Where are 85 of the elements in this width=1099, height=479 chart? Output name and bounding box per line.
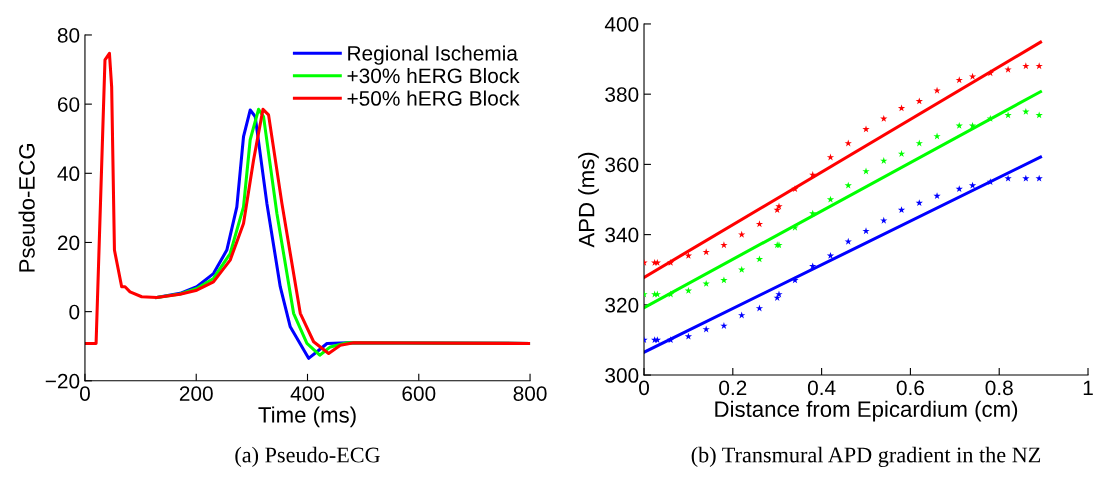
point bbox=[880, 157, 888, 164]
x-tick-label: 800 bbox=[513, 386, 547, 401]
point bbox=[1022, 62, 1030, 70]
point bbox=[684, 251, 693, 259]
point bbox=[1035, 62, 1043, 70]
y-tick-label: 60 bbox=[57, 97, 80, 112]
point bbox=[1035, 174, 1043, 182]
point bbox=[897, 206, 906, 214]
x-tick-label: 0.4 bbox=[807, 380, 836, 396]
point bbox=[809, 209, 817, 217]
point bbox=[702, 325, 710, 333]
y-axis-title: Pseudo-ECG bbox=[18, 144, 35, 272]
point bbox=[702, 248, 710, 256]
text: (a) Pseudo-ECG bbox=[235, 446, 380, 468]
y-tick-label: 400 bbox=[604, 16, 639, 32]
point bbox=[738, 230, 746, 238]
point bbox=[1004, 65, 1012, 73]
y-tick-label: 300 bbox=[605, 368, 639, 383]
point bbox=[755, 304, 764, 312]
point bbox=[775, 290, 783, 298]
x-tick-label: 1 bbox=[1083, 380, 1093, 396]
point bbox=[684, 332, 693, 340]
legend-label: +30% hERG Block bbox=[347, 67, 520, 84]
point bbox=[897, 150, 906, 157]
point bbox=[862, 167, 870, 175]
point bbox=[791, 223, 799, 231]
point bbox=[968, 72, 977, 80]
point bbox=[826, 251, 835, 259]
point bbox=[755, 220, 764, 228]
legend-label: Regional Ischemia bbox=[348, 45, 518, 65]
point bbox=[862, 227, 870, 235]
point bbox=[968, 121, 977, 129]
point bbox=[791, 276, 799, 284]
y-tick-label: 380 bbox=[605, 87, 639, 102]
y-tick-label: 0 bbox=[69, 304, 80, 320]
point bbox=[933, 132, 941, 140]
point bbox=[1004, 111, 1012, 119]
point bbox=[862, 125, 870, 133]
point bbox=[915, 139, 923, 147]
y-tick-label: 360 bbox=[605, 157, 639, 173]
point bbox=[791, 185, 799, 193]
x-tick-label: 400 bbox=[290, 386, 325, 401]
point bbox=[720, 322, 728, 329]
y-axis-title: APD (ms) bbox=[578, 152, 599, 248]
point bbox=[755, 255, 764, 263]
x-tick-label: 0.2 bbox=[719, 380, 747, 396]
point bbox=[986, 114, 994, 122]
text: (b) Transmural APD gradient in the NZ bbox=[691, 446, 1041, 468]
legend-label: +50% hERG Block bbox=[347, 90, 520, 106]
x-axis-title: Time (ms) bbox=[258, 406, 356, 428]
x-tick-label: 0 bbox=[639, 380, 649, 396]
point bbox=[1004, 174, 1012, 182]
point bbox=[968, 181, 977, 189]
point bbox=[933, 86, 941, 94]
point bbox=[826, 153, 835, 161]
point bbox=[933, 192, 941, 200]
point bbox=[844, 237, 852, 245]
point bbox=[720, 241, 728, 249]
point bbox=[955, 185, 963, 193]
point bbox=[826, 195, 835, 203]
x-tick-label: 200 bbox=[179, 386, 213, 401]
x-tick-label: 600 bbox=[402, 386, 436, 401]
point bbox=[955, 76, 963, 84]
point bbox=[880, 216, 888, 224]
x-tick-label: 0 bbox=[79, 386, 90, 401]
x-tick-label: 0.6 bbox=[896, 380, 924, 396]
point bbox=[915, 97, 923, 105]
x-tick-label: 0.8 bbox=[985, 380, 1013, 396]
point bbox=[844, 139, 852, 147]
point bbox=[1035, 111, 1043, 119]
x-axis-title: Distance from Epicardium (cm) bbox=[715, 400, 1018, 422]
point bbox=[844, 181, 852, 189]
point bbox=[809, 262, 817, 270]
point bbox=[738, 311, 746, 319]
point bbox=[720, 276, 728, 284]
y-tick-label: 320 bbox=[605, 297, 639, 313]
point bbox=[775, 202, 783, 210]
point bbox=[667, 290, 675, 298]
y-tick-label: 40 bbox=[57, 166, 80, 182]
y-tick-label: 340 bbox=[605, 227, 639, 243]
y-tick-label: −20 bbox=[45, 373, 80, 389]
y-tick-label: 20 bbox=[57, 235, 80, 251]
point bbox=[684, 286, 693, 294]
y-tick-label: 80 bbox=[57, 27, 80, 43]
point bbox=[1022, 174, 1030, 182]
